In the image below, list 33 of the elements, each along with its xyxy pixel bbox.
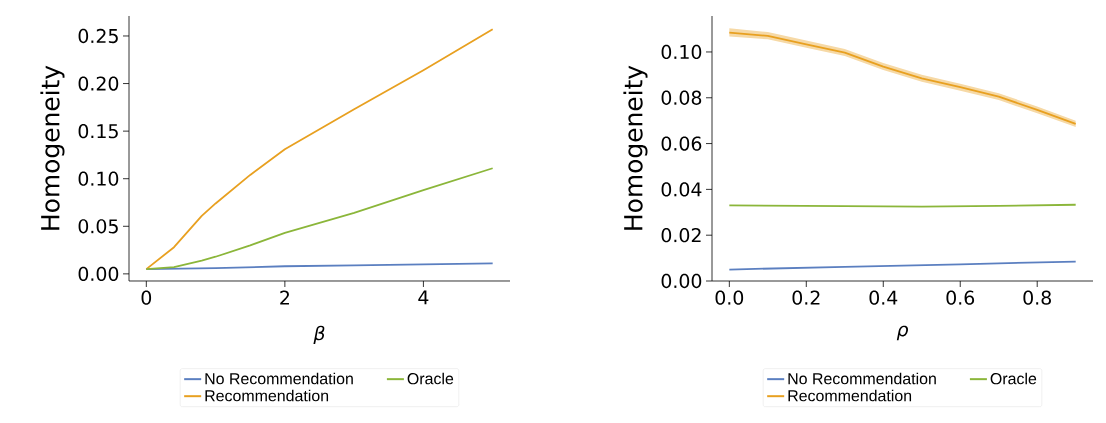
x-tick-label: 0.2: [792, 290, 820, 305]
legend-label: Oracle: [990, 372, 1037, 385]
line-series: [145, 28, 494, 271]
x-tick-label: 4: [418, 290, 429, 305]
x-axis-title: ρ: [896, 325, 909, 341]
legend-label: No Recommendation: [205, 372, 353, 385]
y-tick-label: 0.04: [661, 182, 702, 197]
x-tick-label: 0.4: [869, 290, 898, 305]
x-tick-label: 0.0: [715, 290, 744, 305]
y-tick-label: 0.10: [78, 171, 119, 186]
y-tick-label: 0.15: [78, 123, 118, 139]
legend-label: No Recommendation: [788, 372, 936, 385]
line-series: [145, 167, 494, 271]
x-tick-label: 0: [141, 290, 152, 305]
y-tick-label: 0.20: [78, 76, 119, 91]
y-tick-label: 0.00: [78, 266, 119, 282]
y-tick-label: 0.06: [661, 136, 702, 151]
y-tick-label: 0.10: [661, 44, 702, 60]
y-tick-label: 0.05: [78, 219, 118, 234]
x-tick-label: 0.8: [1023, 290, 1051, 305]
y-tick-label: 0.02: [661, 228, 701, 243]
x-axis-title: β: [313, 325, 325, 345]
legend-label: Recommendation: [788, 389, 912, 402]
y-axis-title: Homogeneity: [40, 65, 65, 230]
x-tick-label: 2: [280, 290, 289, 305]
legend-label: Recommendation: [205, 389, 329, 402]
y-axis-title: Homogeneity: [623, 65, 648, 230]
x-tick-label: 0.6: [946, 290, 975, 305]
y-tick-label: 0.00: [661, 273, 702, 289]
y-tick-label: 0.25: [78, 28, 118, 44]
legend-label: Oracle: [407, 372, 454, 385]
line-series: [728, 260, 1077, 271]
y-tick-label: 0.08: [661, 90, 702, 105]
